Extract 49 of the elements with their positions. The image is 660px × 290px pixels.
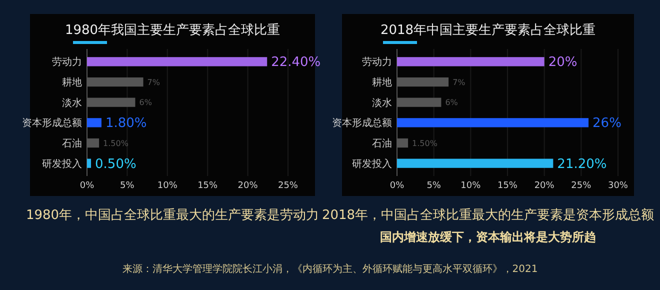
x-tick-label: 20% bbox=[238, 181, 258, 191]
y-tick-label: 资本形成总额 bbox=[22, 117, 82, 130]
y-tick-label: 研发投入 bbox=[352, 158, 392, 170]
y-tick-label: 劳动力 bbox=[52, 56, 82, 68]
data-label: 22.40% bbox=[271, 55, 321, 70]
x-tick-label: 30% bbox=[608, 181, 628, 191]
x-tick-label: 0% bbox=[80, 181, 95, 191]
y-tick-label: 资本形成总额 bbox=[332, 117, 392, 130]
y-tick-label: 劳动力 bbox=[362, 56, 392, 68]
data-label: 6% bbox=[445, 98, 458, 108]
x-tick-label: 15% bbox=[198, 181, 218, 191]
data-label: 6% bbox=[139, 98, 152, 108]
bar bbox=[397, 57, 544, 66]
y-tick-label: 耕地 bbox=[62, 76, 82, 89]
x-tick-label: 15% bbox=[497, 181, 518, 191]
bar bbox=[397, 118, 589, 128]
data-label: 1.50% bbox=[103, 138, 129, 148]
data-label: 0.50% bbox=[95, 156, 136, 172]
data-label: 20% bbox=[548, 55, 578, 70]
data-label: 1.50% bbox=[412, 138, 438, 148]
x-tick-label: 25% bbox=[571, 181, 592, 191]
data-label: 26% bbox=[592, 116, 622, 132]
text: 2018年，中国占全球比重最大的生产要素是资本形成总额 bbox=[322, 208, 654, 223]
bar bbox=[87, 57, 268, 66]
data-label: 7% bbox=[147, 78, 160, 87]
x-tick-label: 20% bbox=[534, 181, 555, 191]
data-label: 21.20% bbox=[557, 156, 607, 172]
chart-title: 1980年我国主要生产要素占全球比重 bbox=[64, 22, 280, 38]
data-label: 7% bbox=[452, 78, 466, 87]
x-tick-label: 0% bbox=[390, 181, 405, 191]
y-tick-label: 淡水 bbox=[62, 96, 82, 109]
y-tick-label: 耕地 bbox=[372, 76, 392, 89]
x-tick-label: 10% bbox=[460, 181, 482, 191]
chart-title: 2018年中国主要生产要素占全球比重 bbox=[380, 22, 596, 38]
x-tick-label: 5% bbox=[426, 181, 442, 191]
text: 1980年，中国占全球比重最大的生产要素是劳动力 bbox=[26, 208, 320, 223]
y-tick-label: 石油 bbox=[62, 137, 82, 150]
y-tick-label: 石油 bbox=[372, 137, 392, 150]
bar bbox=[397, 158, 554, 168]
bar bbox=[87, 158, 92, 168]
y-tick-label: 研发投入 bbox=[42, 158, 82, 170]
source-note: 来源：清华大学管理学院院长江小涓，《内循环为主、外循环赋能与更高水平双循环》，2021 bbox=[122, 263, 538, 275]
x-tick-label: 25% bbox=[278, 181, 298, 191]
y-tick-label: 淡水 bbox=[372, 96, 392, 109]
x-tick-label: 5% bbox=[120, 181, 135, 191]
bar bbox=[87, 118, 102, 128]
x-tick-label: 10% bbox=[157, 181, 178, 191]
data-label: 1.80% bbox=[105, 116, 147, 132]
text: 国内增速放缓下，资本输出将是大势所趋 bbox=[380, 230, 596, 244]
